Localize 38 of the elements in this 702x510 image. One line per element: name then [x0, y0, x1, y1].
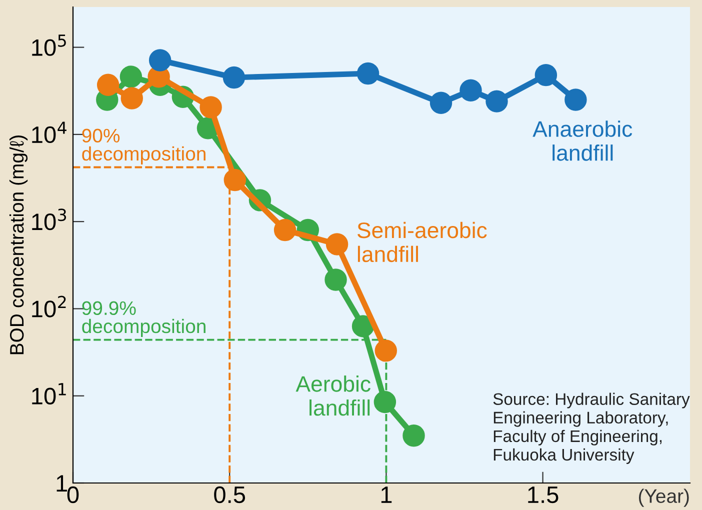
series-label: Anaerobic landfill	[532, 120, 632, 161]
point	[224, 168, 246, 192]
point	[486, 90, 508, 112]
ref-line-label: 90% decomposition	[82, 128, 206, 164]
y-tick-label: 10$^{3}$	[32, 208, 66, 230]
x-tick-label: 0	[67, 486, 79, 504]
y-tick-label: 10$^{4}$	[32, 122, 66, 144]
x-tick-label: 1.5	[528, 486, 558, 504]
point	[460, 79, 482, 102]
x-axis-title: (Year)	[638, 488, 689, 507]
ref-line-label: 99.9% decomposition	[82, 301, 206, 338]
y-axis-title: BOD concentration (mg/ℓ)	[9, 136, 28, 354]
point	[326, 233, 348, 256]
point	[352, 315, 374, 338]
point	[148, 49, 172, 72]
y-tick-label: 10$^{2}$	[32, 296, 66, 318]
point	[120, 66, 142, 88]
point	[534, 64, 558, 86]
point	[96, 74, 120, 96]
x-tick-label: 1	[381, 486, 392, 503]
annotation: Source: Hydraulic Sanitary Engineering Laboratory, Faculty of Engineering, Fukuoka University	[493, 392, 690, 464]
point	[374, 340, 397, 362]
point	[274, 218, 296, 242]
series-label: Aerobic landfill	[296, 376, 370, 416]
point	[564, 88, 587, 111]
point	[374, 390, 396, 414]
point	[200, 96, 222, 118]
y-tick-label: 10$^{1}$	[32, 383, 66, 404]
point	[402, 424, 425, 447]
point	[324, 268, 347, 291]
point	[356, 62, 380, 85]
y-tick-label: 1	[56, 475, 67, 492]
series-label: Semi-aerobic landfill	[357, 222, 487, 262]
point	[222, 66, 246, 89]
x-tick-label: 0.5	[214, 486, 246, 504]
point	[430, 92, 452, 114]
point	[120, 87, 143, 110]
y-tick-label: 10$^{5}$	[32, 34, 66, 56]
